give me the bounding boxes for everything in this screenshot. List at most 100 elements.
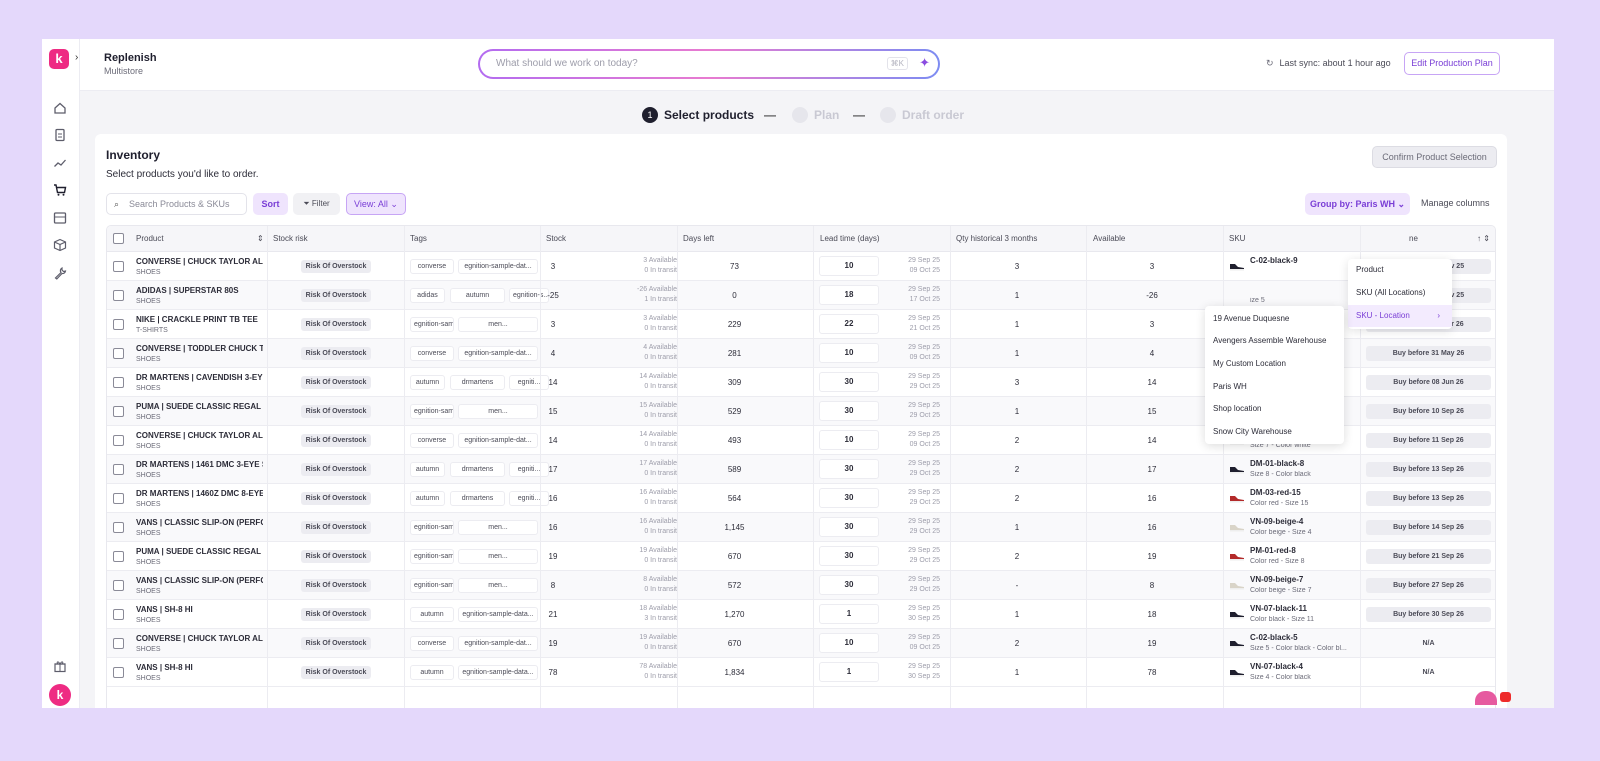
product-name[interactable]: VANS | SH-8 HI bbox=[136, 605, 193, 614]
sort-toggle-icon[interactable]: ⇕ bbox=[257, 234, 264, 243]
lead-time-input[interactable]: 10 bbox=[819, 343, 879, 363]
sidebar-expand-icon[interactable]: › bbox=[75, 52, 79, 63]
product-name[interactable]: NIKE | CRACKLE PRINT TB TEE bbox=[136, 315, 258, 324]
lead-time-input[interactable]: 18 bbox=[819, 285, 879, 305]
select-all-checkbox[interactable] bbox=[113, 233, 124, 244]
row-checkbox[interactable] bbox=[113, 290, 124, 301]
product-name[interactable]: VANS | CLASSIC SLIP-ON (PERFORAT bbox=[136, 576, 263, 585]
lead-time-input[interactable]: 22 bbox=[819, 314, 879, 334]
sparkle-icon[interactable]: ✦ bbox=[919, 55, 930, 70]
home-icon[interactable] bbox=[53, 101, 67, 115]
lead-time-input[interactable]: 1 bbox=[819, 662, 879, 682]
step-plan[interactable]: 2 Plan bbox=[792, 107, 839, 123]
lead-time-input[interactable]: 10 bbox=[819, 256, 879, 276]
gift-icon[interactable] bbox=[53, 659, 67, 673]
table-row[interactable]: DR MARTENS | 1461 DMC 3-EYE SHO SHOES Risk… bbox=[107, 455, 1495, 484]
row-checkbox[interactable] bbox=[113, 493, 124, 504]
row-checkbox[interactable] bbox=[113, 261, 124, 272]
table-row[interactable]: DR MARTENS | 1460Z DMC 8-EYE BO SHOES Risk… bbox=[107, 484, 1495, 513]
wrench-icon[interactable] bbox=[53, 266, 67, 280]
lead-time-input[interactable]: 30 bbox=[819, 488, 879, 508]
product-name[interactable]: PUMA | SUEDE CLASSIC REGAL bbox=[136, 547, 262, 556]
box-icon[interactable] bbox=[53, 238, 67, 252]
row-checkbox[interactable] bbox=[113, 551, 124, 562]
location-option[interactable]: Snow City Warehouse bbox=[1213, 427, 1292, 436]
column-header[interactable]: ne bbox=[1409, 234, 1418, 243]
row-checkbox[interactable] bbox=[113, 435, 124, 446]
lead-time-input[interactable]: 30 bbox=[819, 401, 879, 421]
location-option[interactable]: Avengers Assemble Warehouse bbox=[1213, 336, 1327, 345]
column-header[interactable]: Available bbox=[1093, 234, 1126, 243]
cart-icon[interactable] bbox=[53, 183, 67, 197]
row-checkbox[interactable] bbox=[113, 609, 124, 620]
column-header[interactable]: Lead time (days) bbox=[820, 234, 880, 243]
row-checkbox[interactable] bbox=[113, 377, 124, 388]
product-search-input[interactable]: ⌕ Search Products & SKUs bbox=[106, 193, 247, 215]
brand-logo[interactable]: k bbox=[49, 49, 69, 69]
trend-icon[interactable] bbox=[53, 156, 67, 170]
column-header[interactable]: Stock risk bbox=[273, 234, 308, 243]
step-draft-order[interactable]: 3 Draft order bbox=[880, 107, 964, 123]
column-header[interactable]: Product bbox=[136, 234, 164, 243]
row-checkbox[interactable] bbox=[113, 319, 124, 330]
product-name[interactable]: ADIDAS | SUPERSTAR 80S bbox=[136, 286, 239, 295]
edit-production-plan-button[interactable]: Edit Production Plan bbox=[1404, 52, 1500, 75]
product-name[interactable]: DR MARTENS | CAVENDISH 3-EYE SH bbox=[136, 373, 263, 382]
lead-time-input[interactable]: 30 bbox=[819, 575, 879, 595]
lead-time-input[interactable]: 1 bbox=[819, 604, 879, 624]
table-row[interactable]: PUMA | SUEDE CLASSIC REGAL SHOES Risk Of O… bbox=[107, 542, 1495, 571]
lead-time-input[interactable]: 30 bbox=[819, 459, 879, 479]
filter-button[interactable]: ⏷ Filter bbox=[293, 193, 340, 215]
group-option-product[interactable]: Product bbox=[1356, 265, 1384, 274]
lead-time-input[interactable]: 30 bbox=[819, 517, 879, 537]
table-row[interactable]: CONVERSE | CHUCK TAYLOR ALL STA SHOES Risk… bbox=[107, 629, 1495, 658]
row-checkbox[interactable] bbox=[113, 638, 124, 649]
table-row[interactable]: VANS | SH-8 HI SHOES Risk Of Overstock autu… bbox=[107, 658, 1495, 687]
lead-time-input[interactable]: 30 bbox=[819, 372, 879, 392]
column-header[interactable]: Tags bbox=[410, 234, 427, 243]
product-name[interactable]: CONVERSE | CHUCK TAYLOR ALL STA bbox=[136, 257, 263, 266]
column-header[interactable]: Qty historical 3 months bbox=[956, 234, 1038, 243]
group-option-sku-all-locations[interactable]: SKU (All Locations) bbox=[1356, 288, 1426, 297]
sort-arrow-icon[interactable]: ↑ ⇕ bbox=[1477, 234, 1490, 243]
row-checkbox[interactable] bbox=[113, 464, 124, 475]
sort-button[interactable]: Sort bbox=[253, 193, 288, 215]
ai-prompt-box[interactable]: What should we work on today? ⌘K ✦ bbox=[478, 49, 940, 79]
table-row[interactable]: VANS | CLASSIC SLIP-ON (PERFORAT SHOES Ris… bbox=[107, 513, 1495, 542]
refresh-icon[interactable]: ↻ bbox=[1266, 58, 1274, 68]
product-name[interactable]: VANS | SH-8 HI bbox=[136, 663, 193, 672]
location-option[interactable]: 19 Avenue Duquesne bbox=[1213, 314, 1290, 323]
location-option[interactable]: Shop location bbox=[1213, 404, 1262, 413]
table-row[interactable]: CONVERSE | CHUCK TAYLOR ALL STA SHOES Risk… bbox=[107, 252, 1495, 281]
notification-badge[interactable] bbox=[1500, 692, 1511, 702]
location-option[interactable]: My Custom Location bbox=[1213, 359, 1286, 368]
location-option[interactable]: Paris WH bbox=[1213, 382, 1247, 391]
column-header[interactable]: SKU bbox=[1229, 234, 1246, 243]
product-name[interactable]: CONVERSE | CHUCK TAYLOR ALL STA bbox=[136, 634, 263, 643]
product-name[interactable]: CONVERSE | TODDLER CHUCK TAYLO bbox=[136, 344, 263, 353]
chat-launcher-button[interactable] bbox=[1475, 691, 1497, 705]
lead-time-input[interactable]: 30 bbox=[819, 546, 879, 566]
table-row[interactable]: DR MARTENS | CAVENDISH 3-EYE SH SHOES Risk… bbox=[107, 368, 1495, 397]
row-checkbox[interactable] bbox=[113, 580, 124, 591]
product-name[interactable]: DR MARTENS | 1460Z DMC 8-EYE BO bbox=[136, 489, 263, 498]
product-name[interactable]: VANS | CLASSIC SLIP-ON (PERFORAT bbox=[136, 518, 263, 527]
row-checkbox[interactable] bbox=[113, 522, 124, 533]
lead-time-input[interactable]: 10 bbox=[819, 430, 879, 450]
row-checkbox[interactable] bbox=[113, 667, 124, 678]
manage-columns-link[interactable]: Manage columns bbox=[1421, 198, 1490, 208]
product-name[interactable]: PUMA | SUEDE CLASSIC REGAL bbox=[136, 402, 262, 411]
user-avatar[interactable]: k bbox=[49, 684, 71, 706]
column-header[interactable]: Stock bbox=[546, 234, 567, 243]
product-name[interactable]: DR MARTENS | 1461 DMC 3-EYE SHO bbox=[136, 460, 263, 469]
document-icon[interactable] bbox=[53, 128, 67, 142]
image-icon[interactable] bbox=[53, 211, 67, 225]
row-checkbox[interactable] bbox=[113, 348, 124, 359]
table-row[interactable]: VANS | CLASSIC SLIP-ON (PERFORAT SHOES Ris… bbox=[107, 571, 1495, 600]
row-checkbox[interactable] bbox=[113, 406, 124, 417]
group-option-sku-location[interactable]: SKU - Location › bbox=[1348, 305, 1452, 327]
product-name[interactable]: CONVERSE | CHUCK TAYLOR ALL STA bbox=[136, 431, 263, 440]
lead-time-input[interactable]: 10 bbox=[819, 633, 879, 653]
column-header[interactable]: Days left bbox=[683, 234, 715, 243]
step-select-products[interactable]: 1 Select products bbox=[642, 107, 754, 123]
